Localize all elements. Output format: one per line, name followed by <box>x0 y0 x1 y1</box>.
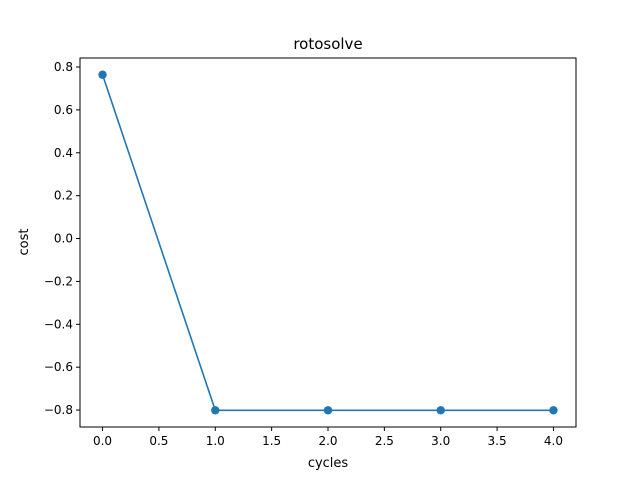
x-tick-label: 2.0 <box>318 434 337 448</box>
x-axis-label: cycles <box>308 456 349 471</box>
y-tick-label: 0.0 <box>54 232 73 246</box>
chart-title: rotosolve <box>293 35 362 53</box>
y-tick-label: −0.4 <box>44 317 73 331</box>
x-axis-ticks: 0.0 0.5 1.0 1.5 2.0 2.5 3.0 3.5 4.0 <box>93 427 563 448</box>
x-tick-label: 0.5 <box>149 434 168 448</box>
y-tick-label: 0.2 <box>54 189 73 203</box>
y-tick-label: −0.6 <box>44 360 73 374</box>
x-tick-label: 0.0 <box>93 434 112 448</box>
y-tick-label: −0.8 <box>44 403 73 417</box>
data-point <box>436 406 445 415</box>
data-point <box>323 406 333 415</box>
y-tick-label: −0.2 <box>44 274 73 288</box>
y-axis-ticks: 0.8 0.6 0.4 0.2 0.0 −0.2 −0.4 −0.6 −0.8 <box>44 60 80 417</box>
y-tick-label: 0.4 <box>54 146 73 160</box>
x-tick-label: 4.0 <box>544 434 563 448</box>
data-point <box>98 70 107 79</box>
x-tick-label: 1.0 <box>206 434 225 448</box>
x-tick-label: 1.5 <box>262 434 281 448</box>
y-tick-label: 0.8 <box>54 60 73 74</box>
data-point <box>211 406 220 415</box>
y-axis-label: cost <box>17 229 32 256</box>
y-tick-label: 0.6 <box>54 103 73 117</box>
x-tick-label: 3.5 <box>488 434 507 448</box>
series-layer <box>98 70 558 415</box>
plot-frame <box>79 57 577 428</box>
x-tick-label: 2.5 <box>375 434 394 448</box>
x-tick-label: 3.0 <box>431 434 450 448</box>
data-point <box>549 406 558 415</box>
